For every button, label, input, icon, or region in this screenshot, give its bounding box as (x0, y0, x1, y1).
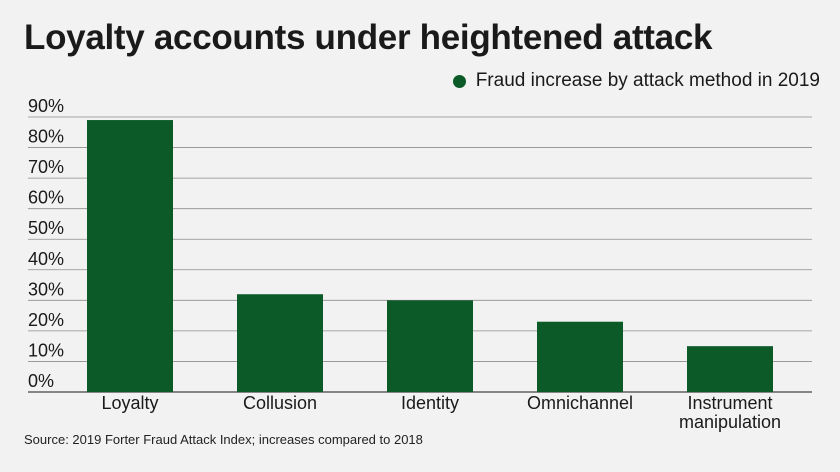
y-tick-label: 50% (28, 218, 64, 238)
bars (87, 120, 773, 393)
y-tick-label: 90% (28, 96, 64, 116)
y-axis-ticks: 0% 10% 20% 30% 40% 50% 60% 70% 80% 90% (28, 96, 64, 391)
x-tick-label: Omnichannel (527, 393, 633, 413)
legend: Fraud increase by attack method in 2019 (452, 70, 820, 92)
x-tick-label: Collusion (243, 393, 317, 413)
legend-swatch (452, 74, 466, 88)
y-tick-label: 80% (28, 127, 64, 147)
x-axis-labels: Loyalty Collusion Identity Omnichannel Instr… (101, 393, 781, 432)
y-tick-label: 20% (28, 310, 64, 330)
bar (687, 346, 773, 392)
bar (537, 321, 623, 392)
y-tick-label: 70% (28, 157, 64, 177)
legend-label: Fraud increase by attack method in 2019 (475, 70, 820, 91)
chart-title: Loyalty accounts under heightened attack (24, 18, 713, 57)
y-tick-label: 10% (28, 340, 64, 360)
x-tick-label: Loyalty (101, 393, 158, 413)
y-tick-label: 40% (28, 249, 64, 269)
y-tick-label: 60% (28, 188, 64, 208)
x-tick-label: Identity (401, 393, 459, 413)
x-tick-label: Instrument manipulation (679, 393, 781, 432)
source-note: Source: 2019 Forter Fraud Attack Index; … (24, 432, 423, 447)
bar (387, 300, 473, 392)
y-tick-label: 30% (28, 279, 64, 299)
bar (87, 120, 173, 393)
bar-chart: 0% 10% 20% 30% 40% 50% 60% 70% 80% 90% Loyalty Col… (28, 96, 812, 432)
y-tick-label: 0% (28, 371, 54, 391)
bar (237, 294, 323, 392)
